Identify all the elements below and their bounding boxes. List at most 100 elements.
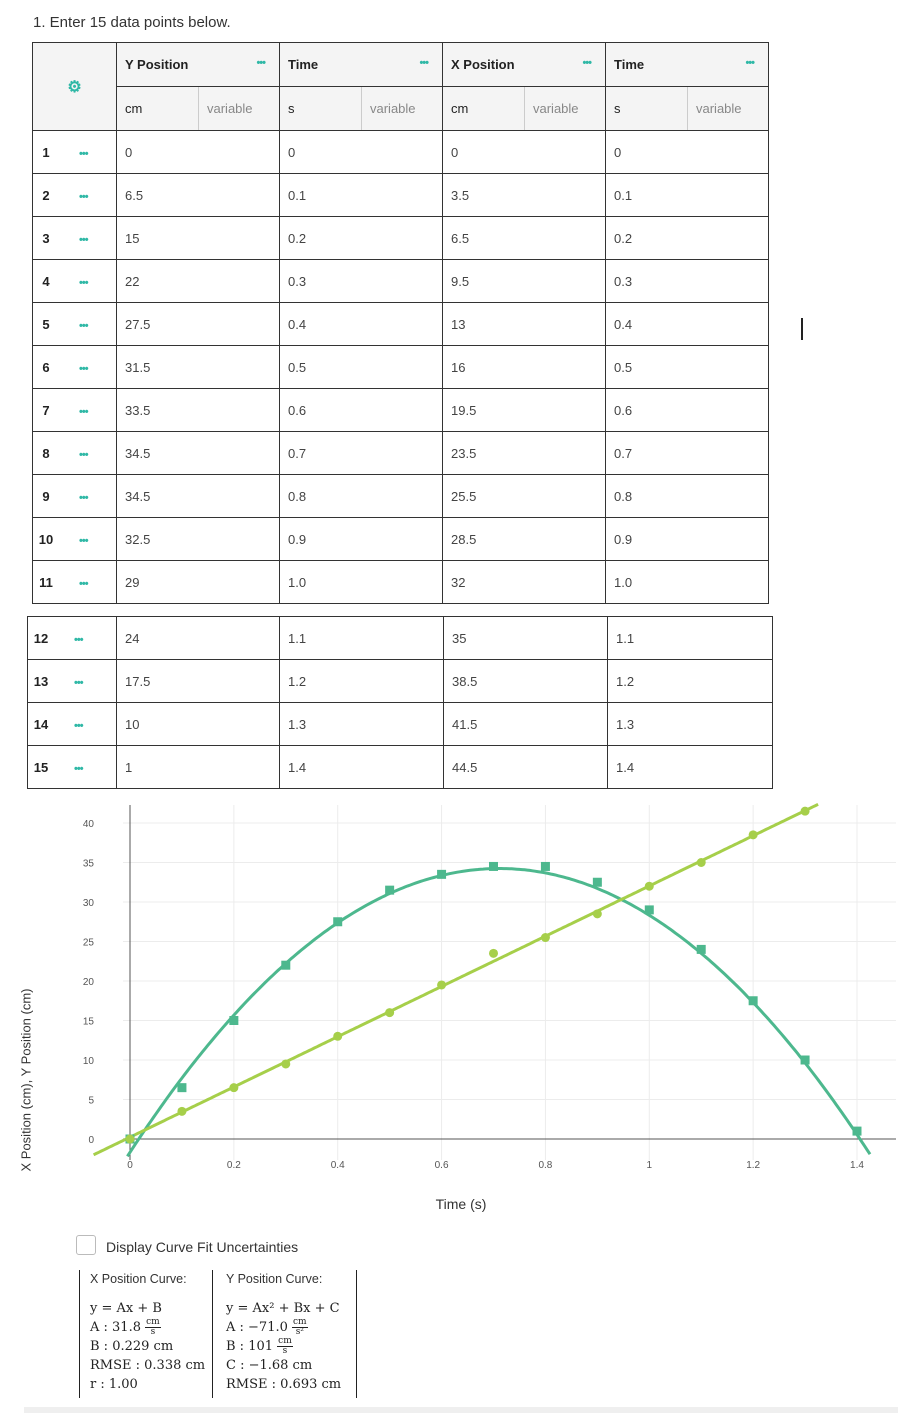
data-cell[interactable]: 0.8 — [279, 474, 443, 518]
data-cell[interactable]: 0.2 — [605, 216, 769, 260]
row-menu-ellipsis-icon[interactable]: ••• — [79, 362, 89, 375]
data-cell[interactable]: 0.5 — [279, 345, 443, 389]
column-menu-ellipsis-icon[interactable]: ••• — [745, 57, 755, 69]
row-index-cell[interactable]: 1 ••• — [32, 130, 117, 174]
data-cell[interactable]: 32.5 — [116, 517, 280, 561]
row-index-cell[interactable]: 2 ••• — [32, 173, 117, 217]
row-menu-ellipsis-icon[interactable]: ••• — [74, 719, 84, 732]
unit-cell[interactable]: cm — [442, 86, 525, 131]
data-cell[interactable]: 0 — [279, 130, 443, 174]
data-cell[interactable]: 0.6 — [605, 388, 769, 432]
data-cell[interactable]: 0.2 — [279, 216, 443, 260]
row-index-cell[interactable]: 8 ••• — [32, 431, 117, 475]
row-index-cell[interactable]: 6 ••• — [32, 345, 117, 389]
row-index-cell[interactable]: 5 ••• — [32, 302, 117, 346]
variable-cell[interactable]: variable — [361, 86, 443, 131]
row-index-cell[interactable]: 11 ••• — [32, 560, 117, 604]
row-index-cell[interactable]: 15 ••• — [27, 745, 117, 789]
data-cell[interactable]: 0 — [116, 130, 280, 174]
gear-icon[interactable]: ⚙ — [67, 78, 82, 96]
row-menu-ellipsis-icon[interactable]: ••• — [79, 147, 89, 160]
data-cell[interactable]: 0.3 — [605, 259, 769, 303]
data-cell[interactable]: 1 — [116, 745, 280, 789]
data-cell[interactable]: 1.1 — [607, 616, 773, 660]
data-cell[interactable]: 0.4 — [605, 302, 769, 346]
variable-cell[interactable]: variable — [524, 86, 606, 131]
column-header-4[interactable]: Time ••• — [605, 42, 769, 87]
data-cell[interactable]: 24 — [116, 616, 280, 660]
data-cell[interactable]: 3.5 — [442, 173, 606, 217]
row-index-cell[interactable]: 13 ••• — [27, 659, 117, 703]
data-cell[interactable]: 1.2 — [279, 659, 444, 703]
data-cell[interactable]: 27.5 — [116, 302, 280, 346]
row-index-cell[interactable]: 4 ••• — [32, 259, 117, 303]
row-menu-ellipsis-icon[interactable]: ••• — [79, 319, 89, 332]
row-menu-ellipsis-icon[interactable]: ••• — [79, 577, 89, 590]
data-cell[interactable]: 0.3 — [279, 259, 443, 303]
row-index-cell[interactable]: 12 ••• — [27, 616, 117, 660]
row-menu-ellipsis-icon[interactable]: ••• — [74, 762, 84, 775]
variable-cell[interactable]: variable — [198, 86, 280, 131]
data-cell[interactable]: 0.6 — [279, 388, 443, 432]
row-menu-ellipsis-icon[interactable]: ••• — [79, 405, 89, 418]
data-cell[interactable]: 41.5 — [443, 702, 608, 746]
data-cell[interactable]: 22 — [116, 259, 280, 303]
table-settings-cell[interactable]: ⚙ — [32, 42, 117, 131]
column-header-1[interactable]: Y Position ••• — [116, 42, 280, 87]
column-menu-ellipsis-icon[interactable]: ••• — [256, 57, 266, 69]
data-cell[interactable]: 1.3 — [279, 702, 444, 746]
data-cell[interactable]: 6.5 — [442, 216, 606, 260]
data-cell[interactable]: 34.5 — [116, 431, 280, 475]
data-cell[interactable]: 1.4 — [607, 745, 773, 789]
data-cell[interactable]: 32 — [442, 560, 606, 604]
row-menu-ellipsis-icon[interactable]: ••• — [79, 233, 89, 246]
data-cell[interactable]: 0.7 — [279, 431, 443, 475]
row-index-cell[interactable]: 10 ••• — [32, 517, 117, 561]
data-cell[interactable]: 0.8 — [605, 474, 769, 518]
column-header-2[interactable]: Time ••• — [279, 42, 443, 87]
data-cell[interactable]: 28.5 — [442, 517, 606, 561]
row-menu-ellipsis-icon[interactable]: ••• — [79, 448, 89, 461]
variable-cell[interactable]: variable — [687, 86, 769, 131]
data-cell[interactable]: 44.5 — [443, 745, 608, 789]
data-cell[interactable]: 23.5 — [442, 431, 606, 475]
data-cell[interactable]: 0 — [605, 130, 769, 174]
data-cell[interactable]: 38.5 — [443, 659, 608, 703]
row-index-cell[interactable]: 9 ••• — [32, 474, 117, 518]
data-cell[interactable]: 19.5 — [442, 388, 606, 432]
uncertainty-checkbox-label[interactable]: Display Curve Fit Uncertainties — [106, 1239, 299, 1255]
row-menu-ellipsis-icon[interactable]: ••• — [79, 190, 89, 203]
data-cell[interactable]: 1.4 — [279, 745, 444, 789]
data-cell[interactable]: 33.5 — [116, 388, 280, 432]
column-header-3[interactable]: X Position ••• — [442, 42, 606, 87]
unit-cell[interactable]: cm — [116, 86, 199, 131]
data-cell[interactable]: 16 — [442, 345, 606, 389]
row-menu-ellipsis-icon[interactable]: ••• — [74, 633, 84, 646]
data-cell[interactable]: 0.1 — [605, 173, 769, 217]
data-cell[interactable]: 15 — [116, 216, 280, 260]
row-menu-ellipsis-icon[interactable]: ••• — [79, 491, 89, 504]
data-cell[interactable]: 1.2 — [607, 659, 773, 703]
data-cell[interactable]: 0.1 — [279, 173, 443, 217]
data-cell[interactable]: 10 — [116, 702, 280, 746]
data-cell[interactable]: 1.0 — [279, 560, 443, 604]
unit-cell[interactable]: s — [279, 86, 362, 131]
data-cell[interactable]: 0.9 — [279, 517, 443, 561]
column-menu-ellipsis-icon[interactable]: ••• — [582, 57, 592, 69]
column-menu-ellipsis-icon[interactable]: ••• — [419, 57, 429, 69]
data-cell[interactable]: 34.5 — [116, 474, 280, 518]
data-cell[interactable]: 13 — [442, 302, 606, 346]
data-cell[interactable]: 17.5 — [116, 659, 280, 703]
uncertainty-checkbox[interactable] — [76, 1235, 96, 1255]
row-menu-ellipsis-icon[interactable]: ••• — [79, 276, 89, 289]
row-index-cell[interactable]: 3 ••• — [32, 216, 117, 260]
data-cell[interactable]: 1.3 — [607, 702, 773, 746]
data-cell[interactable]: 0.7 — [605, 431, 769, 475]
data-cell[interactable]: 25.5 — [442, 474, 606, 518]
data-cell[interactable]: 0.4 — [279, 302, 443, 346]
data-cell[interactable]: 6.5 — [116, 173, 280, 217]
data-cell[interactable]: 31.5 — [116, 345, 280, 389]
row-menu-ellipsis-icon[interactable]: ••• — [74, 676, 84, 689]
row-index-cell[interactable]: 14 ••• — [27, 702, 117, 746]
data-cell[interactable]: 35 — [443, 616, 608, 660]
